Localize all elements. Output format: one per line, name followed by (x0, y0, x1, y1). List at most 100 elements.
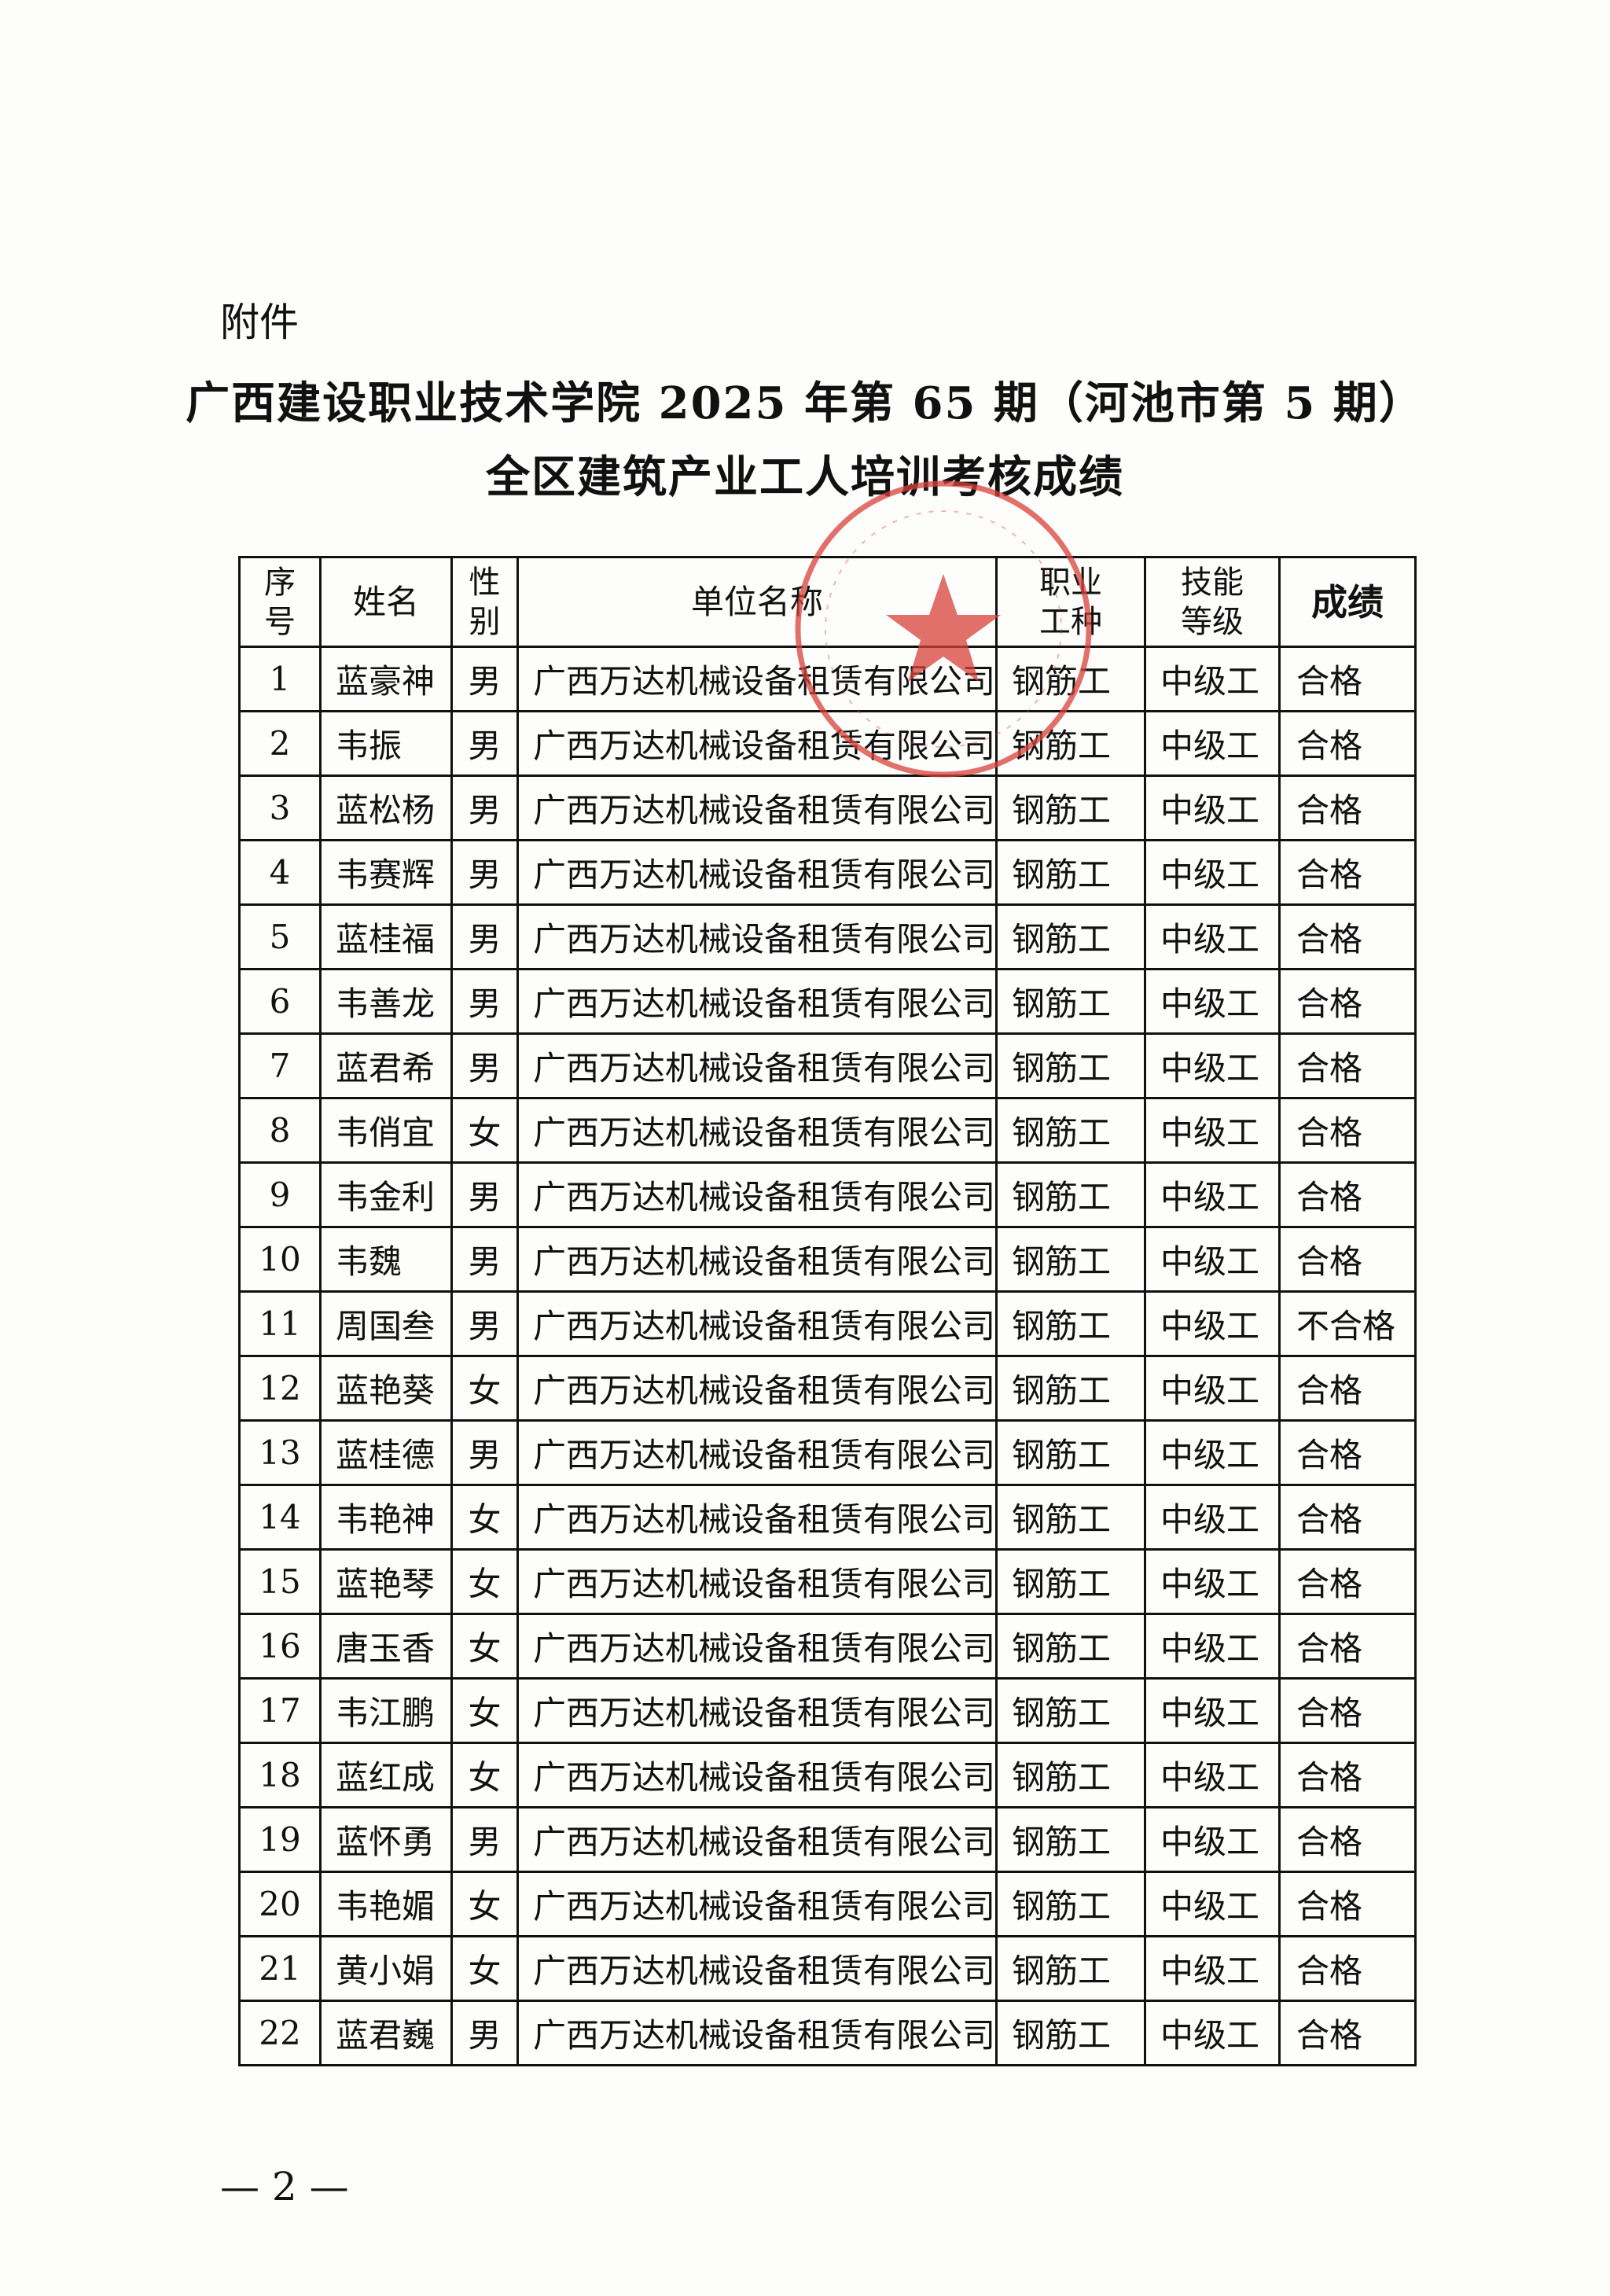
skill-level: 中级工 (1144, 1290, 1281, 1357)
row-index: 16 (238, 1613, 322, 1680)
gender: 男 (450, 1161, 519, 1228)
result: 不合格 (1278, 1290, 1417, 1357)
occupation: 钢筋工 (995, 968, 1147, 1035)
page-number: — 2 — (220, 2164, 349, 2210)
table-row: 14 韦艳神女广西万达机械设备租赁有限公司 钢筋工 中级工 合格 (238, 1484, 1417, 1551)
result: 合格 (1278, 2000, 1417, 2066)
occupation: 钢筋工 (995, 1806, 1147, 1873)
gender: 男 (450, 1806, 519, 1873)
skill-level: 中级工 (1144, 646, 1281, 712)
person-name: 蓝艳琴 (319, 1548, 453, 1615)
gender: 男 (450, 1419, 519, 1486)
result: 合格 (1278, 775, 1417, 841)
result: 合格 (1278, 1032, 1417, 1099)
gender: 男 (450, 903, 519, 970)
row-index: 17 (238, 1677, 322, 1744)
occupation: 钢筋工 (995, 1484, 1147, 1551)
result: 合格 (1278, 710, 1417, 777)
gender: 女 (450, 1742, 519, 1808)
result: 合格 (1278, 1355, 1417, 1422)
gender: 男 (450, 710, 519, 777)
result: 合格 (1278, 1161, 1417, 1228)
row-index: 7 (238, 1032, 322, 1099)
attachment-label: 附件 (220, 300, 299, 345)
row-index: 8 (238, 1097, 322, 1164)
person-name: 韦赛辉 (319, 839, 453, 906)
occupation: 钢筋工 (995, 710, 1147, 777)
company-name: 广西万达机械设备租赁有限公司 (516, 1935, 998, 2002)
table-row: 4 韦赛辉男广西万达机械设备租赁有限公司 钢筋工 中级工 合格 (238, 839, 1417, 906)
person-name: 蓝君巍 (319, 2000, 453, 2066)
gender: 女 (450, 1871, 519, 1937)
skill-level: 中级工 (1144, 1806, 1281, 1873)
company-name: 广西万达机械设备租赁有限公司 (516, 1032, 998, 1099)
table-row: 11 周国叁男广西万达机械设备租赁有限公司 钢筋工 中级工 不合格 (238, 1290, 1417, 1357)
occupation: 钢筋工 (995, 1161, 1147, 1228)
gender: 女 (450, 1097, 519, 1164)
table-row: 18 蓝红成女广西万达机械设备租赁有限公司 钢筋工 中级工 合格 (238, 1742, 1417, 1808)
row-index: 1 (238, 646, 322, 712)
company-name: 广西万达机械设备租赁有限公司 (516, 1548, 998, 1615)
person-name: 韦俏宜 (319, 1097, 453, 1164)
occupation: 钢筋工 (995, 1097, 1147, 1164)
skill-level: 中级工 (1144, 1161, 1281, 1228)
company-name: 广西万达机械设备租赁有限公司 (516, 968, 998, 1035)
occupation: 钢筋工 (995, 903, 1147, 970)
row-index: 10 (238, 1226, 322, 1293)
skill-level: 中级工 (1144, 1613, 1281, 1680)
skill-level: 中级工 (1144, 775, 1281, 841)
person-name: 唐玉香 (319, 1613, 453, 1680)
company-name: 广西万达机械设备租赁有限公司 (516, 1742, 998, 1808)
company-name: 广西万达机械设备租赁有限公司 (516, 839, 998, 906)
result: 合格 (1278, 646, 1417, 712)
col-header-gender: 性别 (450, 556, 519, 648)
col-header-name: 姓名 (319, 556, 453, 648)
table-row: 21 黄小娟女广西万达机械设备租赁有限公司 钢筋工 中级工 合格 (238, 1935, 1417, 2002)
table-row: 3 蓝松杨男广西万达机械设备租赁有限公司 钢筋工 中级工 合格 (238, 775, 1417, 841)
occupation: 钢筋工 (995, 1355, 1147, 1422)
company-name: 广西万达机械设备租赁有限公司 (516, 646, 998, 712)
row-index: 4 (238, 839, 322, 906)
occupation: 钢筋工 (995, 1871, 1147, 1937)
gender: 男 (450, 968, 519, 1035)
person-name: 蓝豪神 (319, 646, 453, 712)
table-row: 22 蓝君巍男广西万达机械设备租赁有限公司 钢筋工 中级工 合格 (238, 2000, 1417, 2066)
col-header-company: 单位名称 (516, 556, 998, 648)
result: 合格 (1278, 903, 1417, 970)
gender: 女 (450, 1355, 519, 1422)
skill-level: 中级工 (1144, 1677, 1281, 1744)
gender: 女 (450, 1484, 519, 1551)
occupation: 钢筋工 (995, 1677, 1147, 1744)
skill-level: 中级工 (1144, 710, 1281, 777)
row-index: 3 (238, 775, 322, 841)
col-header-index-label: 序号 (264, 564, 296, 640)
skill-level: 中级工 (1144, 1226, 1281, 1293)
document-title-line1: 广西建设职业技术学院 2025 年第 65 期（河池市第 5 期） (186, 377, 1424, 429)
result: 合格 (1278, 1806, 1417, 1873)
company-name: 广西万达机械设备租赁有限公司 (516, 1355, 998, 1422)
row-index: 15 (238, 1548, 322, 1615)
results-table: 序号 姓名 性别 单位名称 职业工种 技能等级 成绩 1 蓝豪神男广西万达机械设备… (238, 556, 1417, 2066)
table-row: 1 蓝豪神男广西万达机械设备租赁有限公司 钢筋工 中级工 合格 (238, 646, 1417, 712)
company-name: 广西万达机械设备租赁有限公司 (516, 1226, 998, 1293)
col-header-skill-level-label: 技能等级 (1181, 564, 1244, 640)
occupation: 钢筋工 (995, 1419, 1147, 1486)
person-name: 蓝怀勇 (319, 1806, 453, 1873)
person-name: 黄小娟 (319, 1935, 453, 2002)
row-index: 13 (238, 1419, 322, 1486)
row-index: 19 (238, 1806, 322, 1873)
person-name: 蓝红成 (319, 1742, 453, 1808)
skill-level: 中级工 (1144, 1032, 1281, 1099)
occupation: 钢筋工 (995, 2000, 1147, 2066)
result: 合格 (1278, 1613, 1417, 1680)
table-row: 2 韦振男广西万达机械设备租赁有限公司 钢筋工 中级工 合格 (238, 710, 1417, 777)
col-header-skill-level: 技能等级 (1144, 556, 1281, 648)
company-name: 广西万达机械设备租赁有限公司 (516, 1290, 998, 1357)
gender: 女 (450, 1548, 519, 1615)
gender: 男 (450, 1032, 519, 1099)
occupation: 钢筋工 (995, 1935, 1147, 2002)
company-name: 广西万达机械设备租赁有限公司 (516, 1161, 998, 1228)
skill-level: 中级工 (1144, 968, 1281, 1035)
occupation: 钢筋工 (995, 646, 1147, 712)
skill-level: 中级工 (1144, 1097, 1281, 1164)
